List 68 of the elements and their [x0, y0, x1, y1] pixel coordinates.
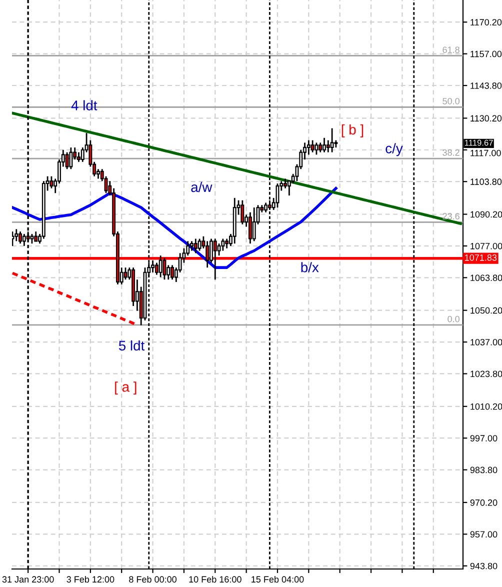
y-tick-label: 983.80 — [470, 466, 498, 474]
y-tick-label: 1117.00 — [470, 150, 501, 156]
candlestick — [14, 228, 18, 242]
candlestick — [50, 176, 54, 189]
y-tick-label: 1063.80 — [470, 274, 502, 282]
y-tick-label: 970.20 — [470, 499, 498, 506]
y-tick-label: 997.00 — [470, 435, 498, 442]
annotation: 61.8 — [442, 46, 460, 53]
annotation: a/w — [191, 182, 212, 192]
y-tick-label: 1023.80 — [470, 370, 502, 378]
line-series — [12, 112, 462, 226]
y-tick-label: 1143.80 — [470, 82, 502, 89]
y-tick-label: 1170.20 — [470, 19, 502, 26]
candlestick — [252, 206, 256, 242]
candlestick — [264, 202, 268, 214]
annotation: [ a ] — [115, 382, 136, 395]
candlestick — [330, 128, 334, 153]
y-tick-label: 943.80 — [470, 562, 498, 570]
candlestick — [248, 212, 252, 244]
annotation: b/x — [301, 262, 319, 272]
annotation: [ b ] — [342, 124, 364, 138]
annotation: 23.6 — [442, 213, 460, 220]
y-tick-label: 957.00 — [470, 531, 498, 538]
candlestick — [217, 242, 221, 256]
candlestick — [221, 238, 225, 252]
x-tick-label: 15 Feb 04:00 — [252, 576, 304, 583]
candlestick — [314, 142, 318, 156]
y-tick-label: 1103.80 — [470, 178, 502, 185]
annotation: c/y — [386, 143, 403, 156]
y-tick-label: 1157.00 — [470, 50, 502, 58]
x-tick-label: 10 Feb 16:00 — [189, 576, 242, 583]
candlestick — [326, 140, 330, 153]
candlestick — [18, 230, 22, 244]
x-tick-label: 3 Feb 12:00 — [66, 576, 114, 583]
candlestick — [318, 142, 322, 153]
annotation: 5 ldt — [118, 340, 145, 351]
annotation: 50.0 — [442, 98, 460, 104]
ref-line-label: 1071.83 — [465, 254, 497, 261]
y-tick-label: 1010.20 — [470, 403, 502, 410]
candlestick — [306, 140, 310, 156]
candlestick — [190, 240, 194, 252]
candlestick — [151, 260, 155, 274]
text: 1119.67 — [464, 140, 493, 146]
y-tick-label: 1037.00 — [470, 338, 502, 346]
y-tick-label: 1090.20 — [470, 211, 502, 218]
annotation: 4 ldt — [71, 100, 98, 110]
candlestick — [198, 238, 202, 252]
annotation: 38.2 — [442, 149, 460, 156]
candlestick — [322, 137, 326, 153]
candlestick — [158, 254, 162, 278]
candlestick — [166, 264, 170, 280]
candlestick — [34, 230, 38, 242]
candlestick — [284, 178, 288, 189]
candlestick — [310, 140, 314, 153]
candlestick — [225, 238, 229, 250]
candlestick — [240, 200, 244, 226]
candlestick — [69, 146, 73, 170]
candlestick — [77, 152, 80, 163]
y-tick-label: 1050.20 — [470, 307, 502, 314]
y-tick-label: 1077.00 — [470, 242, 502, 250]
candlestick — [65, 152, 69, 170]
x-tick-label: 31 Jan 23:00 — [2, 576, 54, 583]
candlestick — [194, 238, 198, 254]
annotation: 0.0 — [448, 316, 460, 322]
x-tick-label: 8 Feb 00:00 — [129, 576, 177, 583]
candlestick — [170, 264, 174, 280]
candlestick — [154, 262, 158, 276]
y-tick-label: 1130.20 — [470, 115, 502, 122]
